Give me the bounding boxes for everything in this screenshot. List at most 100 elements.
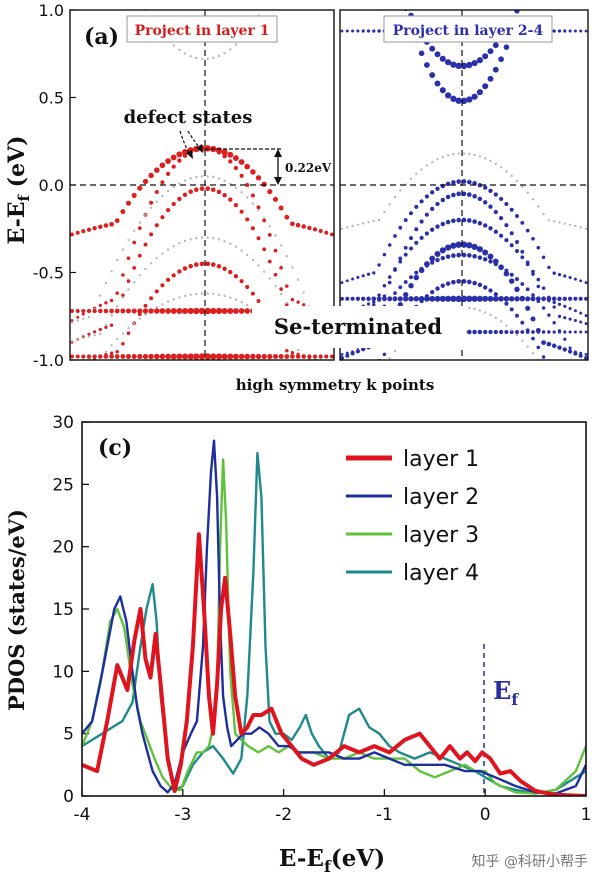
- band-point: [109, 323, 114, 327]
- band-point: [263, 270, 266, 273]
- band-point: [536, 345, 541, 350]
- band-point: [210, 307, 217, 315]
- band-point: [233, 274, 239, 279]
- band-point: [228, 197, 233, 202]
- band-point: [290, 297, 295, 302]
- band-point: [165, 308, 171, 314]
- band-point: [584, 322, 588, 326]
- band-point: [126, 354, 131, 359]
- band-point: [558, 362, 561, 365]
- band-point: [461, 278, 467, 284]
- band-point: [515, 249, 519, 253]
- band-point: [182, 266, 188, 271]
- band-point: [250, 193, 255, 198]
- band-point: [223, 240, 226, 243]
- band-point: [409, 246, 413, 251]
- band-point: [104, 323, 108, 327]
- band-point: [98, 303, 102, 308]
- band-point: [456, 191, 462, 197]
- band-point: [138, 274, 141, 277]
- band-point: [223, 179, 226, 182]
- band-point: [488, 188, 493, 193]
- band-point: [562, 296, 567, 301]
- band-point: [494, 162, 497, 166]
- band-point: [307, 354, 312, 359]
- band-point: [568, 330, 572, 334]
- band-point: [483, 329, 488, 335]
- panel-a-xlabel: high symmetry k points: [236, 376, 435, 394]
- band-point: [574, 367, 576, 369]
- band-point: [366, 272, 371, 276]
- band-point: [121, 296, 125, 299]
- band-point: [362, 222, 365, 225]
- defect-arrowhead-2: [196, 144, 203, 153]
- band-point: [499, 265, 504, 270]
- band-point: [435, 186, 440, 191]
- band-point: [393, 234, 397, 238]
- band-point: [541, 296, 546, 302]
- band-point: [514, 286, 520, 292]
- band-point: [579, 29, 583, 33]
- band-point: [239, 173, 244, 178]
- band-point: [261, 181, 267, 187]
- band-point: [548, 361, 550, 363]
- band-point: [183, 52, 187, 55]
- band-8: [340, 252, 588, 356]
- band-point: [246, 196, 249, 199]
- band-point: [177, 158, 182, 163]
- band-point: [351, 277, 355, 281]
- band-point: [445, 281, 451, 286]
- band-point: [245, 182, 250, 188]
- band-point: [217, 293, 221, 296]
- band-point: [403, 296, 409, 302]
- band-point: [183, 179, 187, 182]
- band-3: [340, 152, 588, 230]
- band-point: [366, 29, 371, 33]
- band-point: [104, 325, 108, 329]
- band-point: [345, 351, 349, 355]
- band-point: [132, 266, 137, 270]
- band-point: [415, 172, 418, 175]
- band-point: [279, 292, 283, 296]
- band-point: [99, 294, 102, 297]
- band-point: [318, 354, 323, 359]
- band-point: [466, 179, 472, 185]
- band-point: [272, 196, 279, 202]
- band-point: [419, 266, 424, 271]
- band-point: [137, 353, 143, 360]
- band-point: [244, 353, 251, 360]
- band-point: [341, 370, 344, 373]
- panel-c-ytick-label: 20: [52, 538, 74, 558]
- band-point: [452, 153, 455, 156]
- band-point: [563, 337, 567, 341]
- band-point: [461, 179, 467, 184]
- band-point: [552, 305, 556, 309]
- band-point: [585, 370, 588, 373]
- band-point: [569, 365, 571, 367]
- band-point: [530, 316, 536, 322]
- panel-c-xtick-label: -2: [275, 805, 292, 825]
- band-point: [250, 226, 255, 231]
- band-point: [233, 202, 239, 208]
- fermi-label-sub: f: [511, 690, 519, 709]
- band-point: [419, 219, 424, 224]
- band-point: [552, 29, 556, 33]
- band-point: [70, 319, 74, 323]
- band-point: [246, 303, 249, 307]
- band-point: [578, 296, 583, 301]
- band-point: [115, 349, 119, 354]
- band-point: [578, 353, 583, 358]
- band-point: [547, 330, 551, 334]
- band-point: [435, 286, 440, 291]
- band-point: [435, 201, 440, 207]
- band-point: [193, 307, 200, 315]
- band-point: [403, 2, 408, 7]
- band-point: [403, 280, 408, 284]
- band-point: [212, 237, 215, 240]
- band-point: [182, 192, 188, 198]
- band-point: [251, 258, 255, 262]
- band-8: [70, 353, 334, 360]
- band-point: [142, 308, 149, 314]
- band-point: [466, 61, 473, 69]
- band-point: [178, 182, 181, 185]
